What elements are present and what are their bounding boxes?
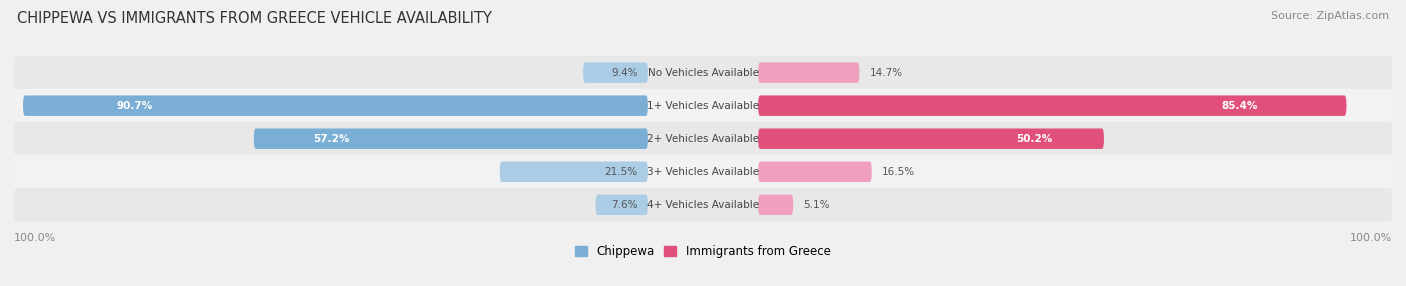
FancyBboxPatch shape — [22, 96, 648, 116]
Text: 2+ Vehicles Available: 2+ Vehicles Available — [647, 134, 759, 144]
FancyBboxPatch shape — [14, 89, 1392, 122]
Text: 3+ Vehicles Available: 3+ Vehicles Available — [647, 167, 759, 177]
FancyBboxPatch shape — [254, 128, 648, 149]
Text: 100.0%: 100.0% — [1350, 233, 1392, 243]
Text: 85.4%: 85.4% — [1222, 101, 1258, 111]
FancyBboxPatch shape — [758, 96, 1347, 116]
Legend: Chippewa, Immigrants from Greece: Chippewa, Immigrants from Greece — [571, 241, 835, 263]
Text: 21.5%: 21.5% — [605, 167, 637, 177]
FancyBboxPatch shape — [583, 62, 648, 83]
Text: 1+ Vehicles Available: 1+ Vehicles Available — [647, 101, 759, 111]
Text: 16.5%: 16.5% — [882, 167, 915, 177]
Text: No Vehicles Available: No Vehicles Available — [648, 67, 758, 78]
FancyBboxPatch shape — [14, 122, 1392, 156]
FancyBboxPatch shape — [758, 128, 1104, 149]
Text: 9.4%: 9.4% — [612, 67, 637, 78]
FancyBboxPatch shape — [596, 194, 648, 215]
FancyBboxPatch shape — [499, 162, 648, 182]
FancyBboxPatch shape — [14, 155, 1392, 188]
Text: 57.2%: 57.2% — [314, 134, 349, 144]
Text: CHIPPEWA VS IMMIGRANTS FROM GREECE VEHICLE AVAILABILITY: CHIPPEWA VS IMMIGRANTS FROM GREECE VEHIC… — [17, 11, 492, 26]
FancyBboxPatch shape — [758, 194, 793, 215]
Text: 7.6%: 7.6% — [612, 200, 637, 210]
Text: 5.1%: 5.1% — [804, 200, 830, 210]
Text: 14.7%: 14.7% — [870, 67, 903, 78]
FancyBboxPatch shape — [14, 188, 1392, 222]
Text: Source: ZipAtlas.com: Source: ZipAtlas.com — [1271, 11, 1389, 21]
Text: 90.7%: 90.7% — [117, 101, 153, 111]
FancyBboxPatch shape — [758, 162, 872, 182]
FancyBboxPatch shape — [14, 56, 1392, 90]
Text: 50.2%: 50.2% — [1017, 134, 1052, 144]
FancyBboxPatch shape — [758, 62, 859, 83]
Text: 100.0%: 100.0% — [14, 233, 56, 243]
Text: 4+ Vehicles Available: 4+ Vehicles Available — [647, 200, 759, 210]
